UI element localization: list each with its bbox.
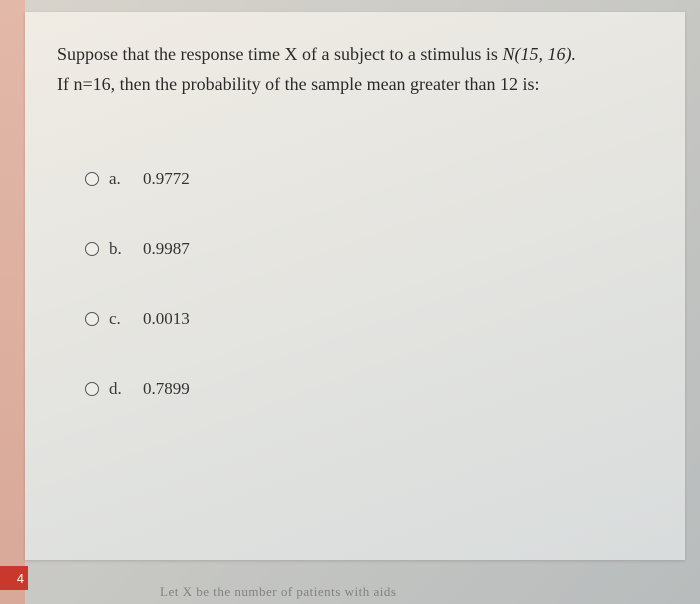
option-value: 0.9772 xyxy=(143,169,190,189)
option-letter: a. xyxy=(109,169,127,189)
option-c[interactable]: c. 0.0013 xyxy=(85,309,655,329)
question-line2: If n=16, then the probability of the sam… xyxy=(57,74,540,94)
question-line1-distribution: N(15, 16). xyxy=(502,44,576,64)
radio-icon[interactable] xyxy=(85,382,99,396)
question-card: Suppose that the response time X of a su… xyxy=(25,12,685,560)
radio-icon[interactable] xyxy=(85,172,99,186)
sidebar-page-background xyxy=(0,0,25,604)
option-b[interactable]: b. 0.9987 xyxy=(85,239,655,259)
option-letter: c. xyxy=(109,309,127,329)
page-number: 4 xyxy=(17,571,24,586)
option-letter: b. xyxy=(109,239,127,259)
option-a[interactable]: a. 0.9772 xyxy=(85,169,655,189)
radio-icon[interactable] xyxy=(85,312,99,326)
option-letter: d. xyxy=(109,379,127,399)
option-value: 0.0013 xyxy=(143,309,190,329)
option-value: 0.9987 xyxy=(143,239,190,259)
page-number-tab: 4 xyxy=(0,566,28,590)
cutoff-text: Let X be the number of patients with aid… xyxy=(160,584,396,600)
radio-icon[interactable] xyxy=(85,242,99,256)
options-list: a. 0.9772 b. 0.9987 c. 0.0013 d. 0.7899 xyxy=(57,169,655,399)
question-line1-prefix: Suppose that the response time X of a su… xyxy=(57,44,502,64)
option-value: 0.7899 xyxy=(143,379,190,399)
option-d[interactable]: d. 0.7899 xyxy=(85,379,655,399)
question-text: Suppose that the response time X of a su… xyxy=(57,40,655,99)
